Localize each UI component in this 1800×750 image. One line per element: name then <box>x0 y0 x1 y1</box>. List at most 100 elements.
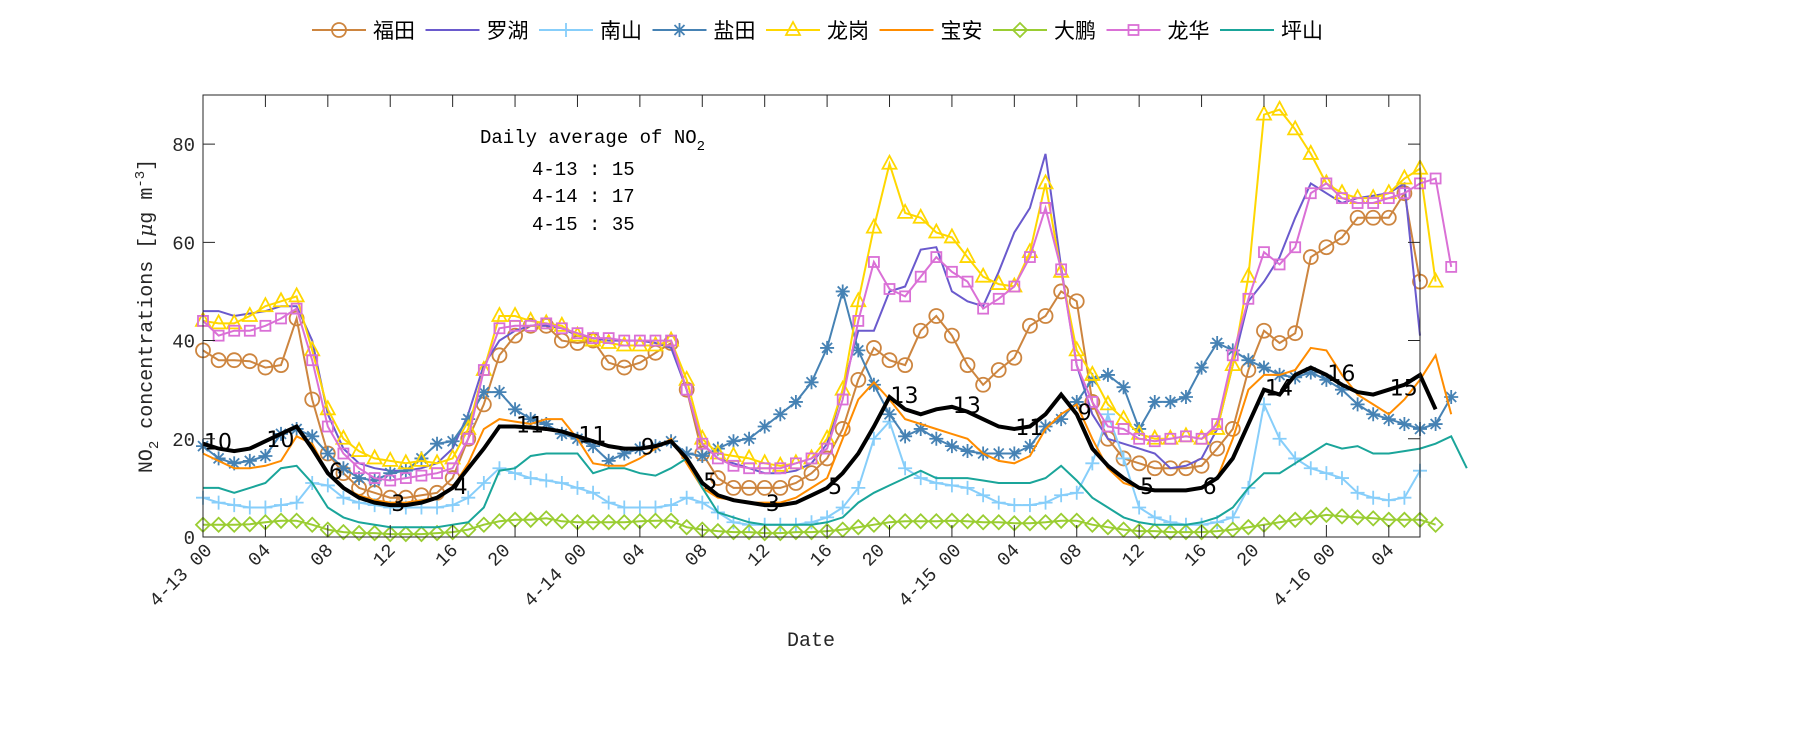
data-point <box>381 450 399 467</box>
data-point <box>303 516 321 533</box>
data-point <box>1193 523 1210 541</box>
data-point <box>584 513 602 531</box>
data-point <box>1302 509 1320 526</box>
data-point <box>227 498 242 513</box>
data-point <box>742 431 757 446</box>
data-point <box>554 426 569 441</box>
data-point <box>818 522 836 540</box>
data-point <box>990 362 1007 378</box>
series-layer: 10 10 6 3 4 11 11 9 5 3 5 13 13 11 9 5 6 14 16 15 <box>194 99 1468 543</box>
data-point <box>1115 409 1133 426</box>
data-point <box>1303 461 1318 476</box>
average-data-label: 10 <box>266 428 294 453</box>
data-point <box>1037 308 1054 324</box>
data-point <box>944 478 959 493</box>
data-point <box>1146 460 1163 477</box>
data-point <box>226 352 243 369</box>
series-line <box>203 434 1468 529</box>
data-point <box>898 429 913 444</box>
series-line <box>203 513 1436 536</box>
daily-average-annotation: Daily average of NO2 4-13 : 15 4-14 : 17… <box>480 127 705 236</box>
data-point <box>865 516 883 533</box>
data-point <box>709 470 726 486</box>
data-point <box>290 302 303 315</box>
data-point <box>865 217 883 234</box>
data-point <box>631 335 649 352</box>
data-point <box>820 340 835 355</box>
x-axis-label: Date <box>787 630 835 653</box>
data-point <box>1240 518 1257 536</box>
data-point <box>1068 293 1085 310</box>
average-data-label: 3 <box>766 492 780 517</box>
data-point <box>1428 417 1443 432</box>
data-point <box>1147 394 1162 409</box>
data-point <box>1133 432 1146 445</box>
data-point <box>1334 471 1349 486</box>
data-point <box>821 442 834 455</box>
series-line <box>202 190 1421 499</box>
data-point <box>381 525 399 543</box>
x-tick-label: 12 <box>369 540 401 572</box>
data-point <box>366 524 383 542</box>
data-point <box>350 441 368 457</box>
data-point <box>304 391 321 408</box>
data-point <box>336 461 351 476</box>
data-point <box>586 485 601 500</box>
data-point <box>1177 523 1195 541</box>
data-point <box>1427 516 1444 533</box>
data-point <box>555 322 568 335</box>
annotation-title: Daily average of NO2 <box>480 127 705 155</box>
data-point <box>679 446 694 461</box>
annotation-line-1: 4-13 : 15 <box>532 159 635 181</box>
data-point <box>1007 446 1022 461</box>
data-point <box>771 455 789 472</box>
data-point <box>1099 518 1117 536</box>
legend-item-8: 龙华 <box>1106 19 1210 43</box>
data-point <box>727 459 740 472</box>
x-tick-label: 08 <box>681 540 713 572</box>
data-point <box>1099 394 1117 411</box>
data-point <box>243 324 256 337</box>
data-point <box>1364 510 1382 527</box>
y-tick-label: 60 <box>172 233 195 255</box>
data-point <box>835 284 850 299</box>
data-point <box>1398 187 1411 200</box>
data-point <box>524 319 537 332</box>
y-tick-label: 20 <box>172 430 195 452</box>
data-point <box>615 335 633 352</box>
data-point <box>241 515 259 533</box>
legend-item-7: 大鹏 <box>993 19 1096 43</box>
data-point <box>1022 498 1037 513</box>
data-point <box>647 512 664 530</box>
data-point <box>1117 423 1130 435</box>
x-tick-label: 04 <box>1367 540 1399 572</box>
legend-item-4: 盐田 <box>652 19 756 43</box>
data-point <box>1226 349 1239 362</box>
average-data-label: 6 <box>1203 475 1217 500</box>
data-point <box>912 513 929 530</box>
average-data-label: 13 <box>891 384 919 409</box>
x-tick-label: 20 <box>858 540 890 572</box>
data-point <box>337 447 350 460</box>
series-7 <box>194 506 1444 543</box>
data-point <box>366 448 384 465</box>
data-point <box>1006 349 1023 366</box>
data-point <box>537 510 555 527</box>
data-point <box>1208 522 1226 540</box>
data-point <box>523 412 538 427</box>
data-point <box>241 353 258 370</box>
data-point <box>649 334 662 347</box>
data-point <box>1366 407 1381 422</box>
x-tick-label: 04 <box>618 540 650 572</box>
x-tick-label: 08 <box>1055 540 1087 572</box>
data-point <box>445 498 460 513</box>
data-point <box>1381 412 1396 427</box>
data-point <box>725 523 742 541</box>
data-point <box>1162 460 1179 477</box>
average-data-label: 9 <box>641 436 655 461</box>
data-point <box>1180 430 1192 443</box>
data-point <box>927 222 945 239</box>
data-point <box>430 436 445 451</box>
legend-marker <box>331 22 347 38</box>
